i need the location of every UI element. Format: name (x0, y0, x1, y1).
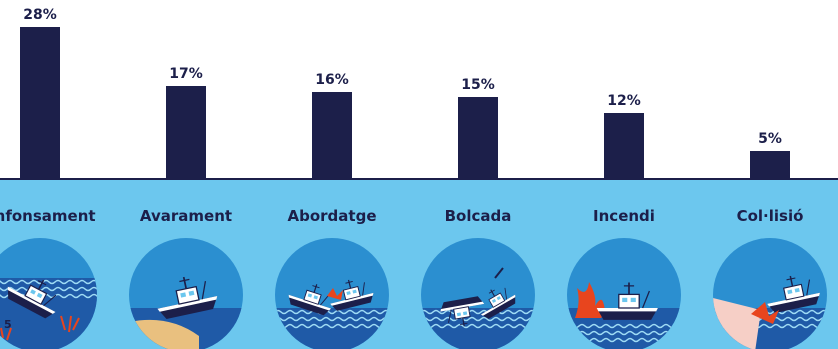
category-label-enfonsament: Enfonsament (0, 207, 96, 225)
bar-bolcada (458, 97, 498, 178)
sinking-boat-icon (0, 238, 97, 349)
capsized-boat-icon (421, 238, 535, 349)
grounded-boat-icon (129, 238, 243, 349)
bar-incendi (604, 113, 644, 178)
bar-chart: 28% 17% 16% 15% 12% 5% (0, 7, 838, 181)
category-label-avarament: Avarament (139, 207, 233, 225)
category-band: Enfonsament Avarament Abordatge Bolcada Ince… (0, 180, 838, 349)
value-label-col-lisio: 5% (758, 131, 782, 148)
bar-abordatge (312, 91, 352, 178)
collision-boat-icon (713, 238, 827, 349)
chart-baseline (0, 178, 838, 181)
value-label-bolcada: 15% (461, 77, 495, 94)
bar-enfonsament (20, 27, 60, 178)
category-label-abordatge: Abordatge (287, 207, 377, 225)
value-label-avarament: 17% (169, 66, 203, 83)
bar-col-lisio (750, 151, 790, 178)
page-number: 5 (4, 318, 12, 331)
category-label-bolcada: Bolcada (444, 207, 512, 225)
burning-boat-icon (567, 238, 681, 349)
value-label-enfonsament: 28% (23, 7, 57, 23)
value-label-incendi: 12% (607, 93, 641, 110)
category-label-col-lisio: Col·lisió (736, 207, 804, 225)
boarding-boats-icon (275, 238, 389, 349)
category-label-incendi: Incendi (593, 207, 655, 225)
value-label-abordatge: 16% (315, 71, 349, 88)
bar-avarament (166, 86, 206, 178)
